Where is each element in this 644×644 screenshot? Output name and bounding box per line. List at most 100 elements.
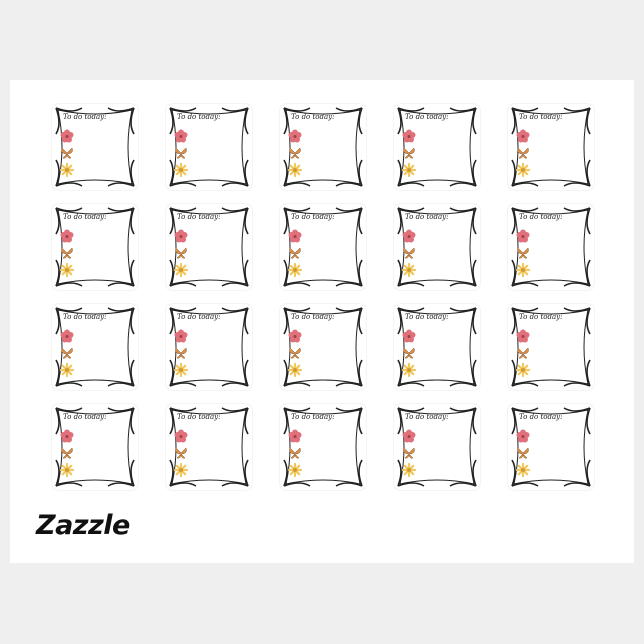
pink-flower-icon: [516, 228, 530, 243]
yellow-daisy-icon: [401, 162, 417, 178]
yellow-daisy-icon: [515, 262, 531, 278]
sticker: To do today:: [166, 204, 252, 290]
sticker: To do today:: [508, 404, 594, 490]
yellow-daisy-icon: [515, 162, 531, 178]
sticker-title: To do today:: [291, 213, 335, 221]
sticker-sheet: To do today: To do today: To do today: T…: [10, 80, 634, 563]
sticker: To do today:: [280, 104, 366, 190]
pink-flower-icon: [516, 328, 530, 343]
sticker: To do today:: [394, 404, 480, 490]
sticker: To do today:: [52, 404, 138, 490]
butterfly-icon: [402, 245, 416, 259]
yellow-daisy-icon: [287, 462, 303, 478]
sticker: To do today:: [52, 304, 138, 390]
sticker-title: To do today:: [177, 313, 221, 321]
butterfly-icon: [516, 145, 530, 159]
ornate-frame-icon: [169, 207, 249, 287]
sticker-title: To do today:: [177, 413, 221, 421]
yellow-daisy-icon: [401, 462, 417, 478]
sticker-title: To do today:: [63, 313, 107, 321]
ornate-frame-icon: [511, 107, 591, 187]
yellow-daisy-icon: [59, 462, 75, 478]
ornate-frame-icon: [283, 207, 363, 287]
yellow-daisy-icon: [401, 262, 417, 278]
sticker-title: To do today:: [519, 413, 563, 421]
pink-flower-icon: [174, 328, 188, 343]
yellow-daisy-icon: [515, 462, 531, 478]
sticker-title: To do today:: [177, 213, 221, 221]
pink-flower-icon: [402, 228, 416, 243]
butterfly-icon: [516, 445, 530, 459]
pink-flower-icon: [60, 128, 74, 143]
pink-flower-icon: [516, 128, 530, 143]
pink-flower-icon: [60, 228, 74, 243]
butterfly-icon: [174, 445, 188, 459]
butterfly-icon: [174, 145, 188, 159]
ornate-frame-icon: [169, 107, 249, 187]
yellow-daisy-icon: [287, 262, 303, 278]
yellow-daisy-icon: [287, 162, 303, 178]
pink-flower-icon: [516, 428, 530, 443]
zazzle-logo: Zazzle: [36, 510, 130, 541]
sticker: To do today:: [394, 204, 480, 290]
ornate-frame-icon: [169, 307, 249, 387]
ornate-frame-icon: [397, 107, 477, 187]
butterfly-icon: [402, 445, 416, 459]
sticker-title: To do today:: [63, 113, 107, 121]
butterfly-icon: [288, 445, 302, 459]
sticker: To do today:: [166, 304, 252, 390]
ornate-frame-icon: [55, 107, 135, 187]
sticker: To do today:: [508, 304, 594, 390]
ornate-frame-icon: [283, 307, 363, 387]
pink-flower-icon: [402, 328, 416, 343]
sticker: To do today:: [52, 204, 138, 290]
pink-flower-icon: [174, 228, 188, 243]
sticker-title: To do today:: [405, 213, 449, 221]
pink-flower-icon: [288, 128, 302, 143]
sticker: To do today:: [394, 104, 480, 190]
ornate-frame-icon: [55, 407, 135, 487]
sticker: To do today:: [394, 304, 480, 390]
sticker-title: To do today:: [63, 213, 107, 221]
sticker: To do today:: [508, 204, 594, 290]
sticker: To do today:: [166, 404, 252, 490]
pink-flower-icon: [288, 328, 302, 343]
butterfly-icon: [402, 345, 416, 359]
pink-flower-icon: [402, 428, 416, 443]
sticker-title: To do today:: [177, 113, 221, 121]
pink-flower-icon: [402, 128, 416, 143]
butterfly-icon: [60, 245, 74, 259]
yellow-daisy-icon: [59, 162, 75, 178]
ornate-frame-icon: [511, 207, 591, 287]
ornate-frame-icon: [283, 107, 363, 187]
sticker-title: To do today:: [519, 213, 563, 221]
yellow-daisy-icon: [59, 262, 75, 278]
yellow-daisy-icon: [515, 362, 531, 378]
pink-flower-icon: [288, 228, 302, 243]
butterfly-icon: [174, 245, 188, 259]
butterfly-icon: [288, 245, 302, 259]
ornate-frame-icon: [511, 307, 591, 387]
pink-flower-icon: [288, 428, 302, 443]
ornate-frame-icon: [397, 407, 477, 487]
pink-flower-icon: [174, 428, 188, 443]
yellow-daisy-icon: [287, 362, 303, 378]
ornate-frame-icon: [55, 307, 135, 387]
sticker-title: To do today:: [291, 313, 335, 321]
butterfly-icon: [516, 345, 530, 359]
sticker-title: To do today:: [291, 413, 335, 421]
butterfly-icon: [60, 345, 74, 359]
sticker: To do today:: [166, 104, 252, 190]
butterfly-icon: [60, 145, 74, 159]
butterfly-icon: [60, 445, 74, 459]
sticker: To do today:: [280, 204, 366, 290]
yellow-daisy-icon: [173, 462, 189, 478]
butterfly-icon: [516, 245, 530, 259]
sticker-title: To do today:: [405, 413, 449, 421]
ornate-frame-icon: [397, 207, 477, 287]
pink-flower-icon: [60, 328, 74, 343]
ornate-frame-icon: [397, 307, 477, 387]
ornate-frame-icon: [55, 207, 135, 287]
ornate-frame-icon: [511, 407, 591, 487]
sticker: To do today:: [52, 104, 138, 190]
